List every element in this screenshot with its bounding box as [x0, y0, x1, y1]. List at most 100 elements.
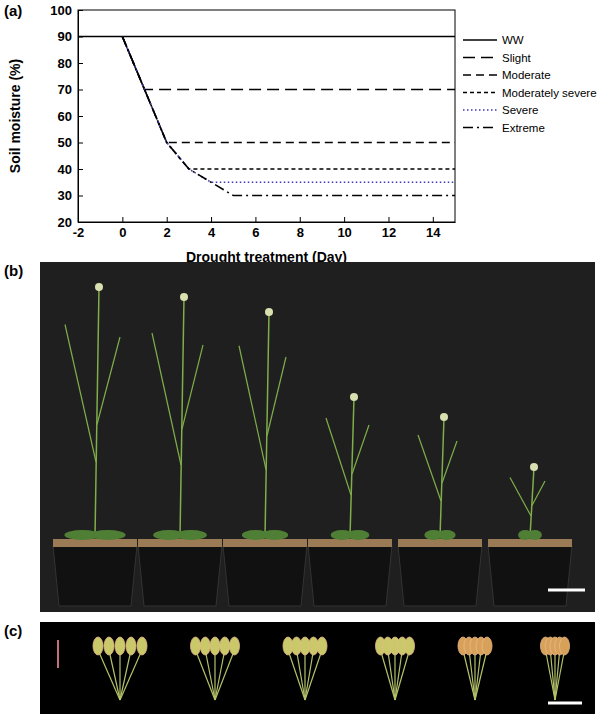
- flower: [180, 293, 188, 301]
- series-line: [78, 36, 455, 38]
- stem: [326, 418, 351, 495]
- scale-bar: [57, 640, 59, 668]
- x-tick: 6: [252, 217, 259, 240]
- y-tick-label: 50: [58, 135, 72, 150]
- flower-bud: [482, 637, 492, 655]
- y-tick-mark: [78, 196, 83, 197]
- y-tick: 80: [58, 56, 83, 71]
- pedicel: [297, 650, 306, 700]
- stem: [239, 346, 266, 470]
- stem: [65, 325, 96, 463]
- soil: [53, 539, 137, 547]
- stem: [350, 397, 354, 537]
- leaf: [175, 530, 207, 540]
- x-tick: 14: [426, 217, 441, 240]
- pedicel: [475, 650, 481, 700]
- x-tick-mark: [344, 217, 345, 222]
- leaf: [90, 530, 126, 540]
- stem: [180, 297, 184, 537]
- flower-bud: [405, 637, 415, 655]
- x-tick-mark: [300, 217, 301, 222]
- flower-bud: [137, 637, 147, 655]
- soil: [223, 539, 307, 547]
- pedicel: [205, 650, 215, 700]
- pedicel: [555, 650, 560, 700]
- y-tick: 40: [58, 162, 83, 177]
- pedicel: [215, 650, 225, 700]
- stem: [440, 417, 444, 537]
- pot: [223, 545, 307, 606]
- x-tick-label: 8: [297, 225, 304, 240]
- flower: [530, 463, 538, 471]
- plant: [510, 463, 545, 540]
- pedicel: [550, 650, 555, 700]
- pedicel: [305, 650, 314, 700]
- legend-swatch: [463, 109, 497, 111]
- x-tick-label: 0: [119, 225, 126, 240]
- pedicel: [394, 650, 395, 700]
- panel-label: (a): [4, 2, 22, 19]
- x-tick-label: 2: [164, 225, 171, 240]
- x-tick-label: 10: [337, 225, 351, 240]
- inflorescence: [283, 637, 327, 700]
- stem: [97, 337, 120, 425]
- legend-label: Slight: [502, 52, 532, 64]
- flower-bud: [210, 637, 220, 655]
- y-tick-label: 70: [58, 82, 72, 97]
- y-tick: 100: [50, 3, 83, 18]
- pedicel: [215, 650, 235, 700]
- legend-label: Moderate: [502, 69, 551, 81]
- y-tick-label: 30: [58, 188, 72, 203]
- pot: [308, 545, 392, 606]
- soil: [138, 539, 222, 547]
- stem: [152, 333, 181, 465]
- plant: [152, 293, 207, 540]
- legend: WWSlightModerateModerately severeSevereE…: [463, 34, 597, 134]
- leaf: [528, 530, 542, 540]
- legend-label: Extreme: [502, 122, 545, 134]
- leaf: [347, 530, 370, 540]
- leaf: [261, 530, 288, 540]
- pedicel: [395, 650, 402, 700]
- photo-flowers: [40, 622, 595, 714]
- flower-bud: [93, 637, 103, 655]
- y-tick-mark: [78, 143, 83, 144]
- soil: [398, 539, 482, 547]
- x-tick-label: 4: [208, 225, 216, 240]
- pedicel: [388, 650, 395, 700]
- flower-bud: [230, 637, 240, 655]
- pedicel: [98, 650, 120, 700]
- pedicel: [305, 650, 322, 700]
- stem: [265, 312, 269, 537]
- x-tick-label: 6: [252, 225, 259, 240]
- legend-swatch: [463, 74, 497, 76]
- panel-label: (c): [4, 622, 22, 639]
- y-tick-label: 80: [58, 56, 72, 71]
- y-tick-label: 40: [58, 162, 72, 177]
- plant: [418, 413, 457, 540]
- legend-swatch: [463, 127, 497, 129]
- legend-swatch: [463, 57, 497, 59]
- figure: (a)-2024681012142030405060708090100Droug…: [0, 0, 600, 716]
- x-tick-mark: [211, 217, 212, 222]
- legend-label: WW: [502, 34, 524, 46]
- panel-label: (b): [4, 262, 23, 279]
- pedicel: [546, 650, 556, 700]
- flower-bud: [104, 637, 114, 655]
- legend-swatch: [463, 92, 497, 94]
- flower-bud: [191, 637, 201, 655]
- series-line: [122, 37, 455, 196]
- soil: [308, 539, 392, 547]
- x-axis: -202468101214: [73, 217, 456, 240]
- photo-background: [40, 622, 595, 714]
- pedicel: [555, 650, 565, 700]
- stem: [267, 357, 286, 436]
- flower-bud: [200, 637, 210, 655]
- x-tick-mark: [433, 217, 434, 222]
- y-tick-mark: [78, 10, 83, 11]
- pedicel: [214, 650, 215, 700]
- pedicel: [469, 650, 475, 700]
- flower-bud: [115, 637, 125, 655]
- legend-label: Moderately severe: [502, 87, 597, 99]
- flower-bud: [220, 637, 230, 655]
